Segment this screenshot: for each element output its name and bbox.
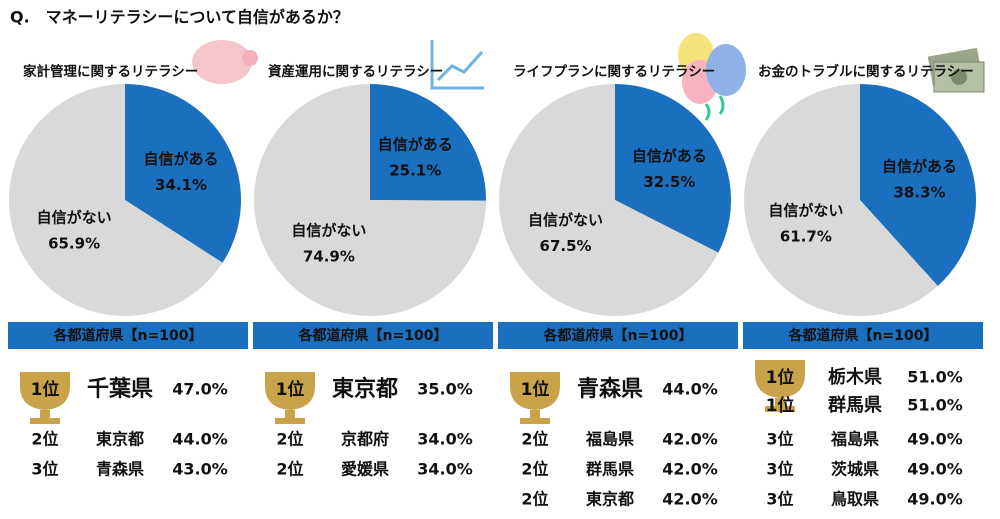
- rank-value: 49.0%: [907, 460, 963, 479]
- slice-label: 自信がある: [143, 150, 218, 168]
- pie-slice: [253, 84, 486, 316]
- pie-slice: [615, 84, 731, 253]
- prefecture: 東京都: [96, 430, 144, 449]
- prefecture: 青森県: [96, 460, 144, 479]
- slice-value: 38.3%: [894, 184, 946, 202]
- prefecture: 福島県: [585, 430, 634, 449]
- rank-value: 49.0%: [907, 430, 963, 449]
- rank: 1位: [276, 379, 305, 400]
- prefecture: 愛媛県: [341, 460, 389, 479]
- prefecture: 青森県: [577, 376, 643, 402]
- pie-title: 資産運用に関するリテラシー: [268, 63, 443, 80]
- panel-header: 各都道府県【n=100】: [53, 327, 203, 344]
- panel-header: 各都道府県【n=100】: [788, 327, 938, 344]
- slice-label: 自信がある: [632, 147, 707, 165]
- rank-value: 49.0%: [907, 490, 963, 509]
- rank-value: 47.0%: [172, 380, 228, 399]
- rank: 3位: [766, 430, 793, 449]
- pie-slice: [8, 84, 223, 317]
- rank: 1位: [766, 395, 795, 416]
- pie-slice: [125, 84, 241, 263]
- trophy: [20, 372, 70, 424]
- pie-title: お金のトラブルに関するリテラシー: [758, 63, 974, 80]
- slice-label: 自信がない: [768, 201, 843, 219]
- rank-value: 34.0%: [417, 460, 473, 479]
- prefecture: 栃木県: [828, 366, 882, 388]
- rank-value: 42.0%: [662, 490, 718, 509]
- rank: 2位: [521, 490, 548, 509]
- slice-value: 65.9%: [48, 234, 100, 252]
- pie-slice: [498, 84, 719, 316]
- rank: 3位: [766, 490, 793, 509]
- slice-value: 74.9%: [303, 247, 355, 265]
- decor-money: [927, 47, 985, 93]
- prefecture: 京都府: [341, 430, 389, 449]
- trophy: [755, 360, 805, 412]
- prefecture: 千葉県: [87, 377, 153, 402]
- panel-header-bg: [498, 322, 738, 349]
- pie-title: 家計管理に関するリテラシー: [23, 63, 198, 80]
- slice-label: 自信がある: [378, 136, 453, 154]
- rank-value: 51.0%: [907, 396, 963, 415]
- slice-value: 67.5%: [540, 237, 592, 255]
- page-title: Q. マネーリテラシーについて自信があるか？: [10, 8, 349, 27]
- slice-label: 自信がある: [882, 158, 957, 176]
- rank-value: 35.0%: [417, 380, 473, 399]
- pie-title: ライフプランに関するリテラシー: [513, 64, 715, 80]
- rank-value: 42.0%: [662, 460, 718, 479]
- rank-value: 44.0%: [172, 430, 228, 449]
- slice-label: 自信がない: [291, 221, 366, 239]
- decor-piggy: [192, 40, 258, 84]
- decor-balloons: [678, 33, 746, 121]
- rank: 1位: [521, 379, 550, 400]
- panel-header: 各都道府県【n=100】: [298, 327, 448, 344]
- trophy: [510, 372, 560, 424]
- trophy: [265, 372, 315, 424]
- prefecture: 鳥取県: [831, 490, 879, 509]
- slice-value: 25.1%: [389, 162, 441, 180]
- rank: 2位: [521, 430, 548, 449]
- slice-value: 32.5%: [643, 173, 695, 191]
- prefecture: 群馬県: [828, 394, 882, 416]
- prefecture: 福島県: [830, 430, 879, 449]
- rank-value: 34.0%: [417, 430, 473, 449]
- rank-value: 51.0%: [907, 368, 963, 387]
- rank: 2位: [276, 460, 303, 479]
- prefecture: 茨城県: [831, 460, 879, 479]
- prefecture: 群馬県: [586, 460, 634, 479]
- rank: 2位: [276, 430, 303, 449]
- pie-slice: [743, 84, 938, 316]
- rank: 3位: [31, 460, 58, 479]
- rank: 2位: [31, 430, 58, 449]
- rank-value: 42.0%: [662, 430, 718, 449]
- rank: 3位: [766, 460, 793, 479]
- decor-graph: [430, 40, 484, 90]
- rank: 1位: [766, 367, 795, 388]
- panel-header-bg: [743, 322, 983, 349]
- panel-header: 各都道府県【n=100】: [543, 327, 693, 344]
- rank-value: 43.0%: [172, 460, 228, 479]
- slice-label: 自信がない: [37, 208, 112, 226]
- panel-header-bg: [253, 322, 493, 349]
- slice-value: 34.1%: [155, 176, 207, 194]
- prefecture: 東京都: [332, 376, 398, 402]
- panel-header-bg: [8, 322, 248, 349]
- slice-value: 61.7%: [780, 227, 832, 245]
- rank: 1位: [31, 379, 60, 400]
- pie-slice: [370, 84, 486, 201]
- rank-value: 44.0%: [662, 380, 718, 399]
- rank: 2位: [521, 460, 548, 479]
- prefecture: 東京都: [586, 490, 634, 509]
- slice-label: 自信がない: [528, 211, 603, 229]
- pie-slice: [860, 84, 976, 287]
